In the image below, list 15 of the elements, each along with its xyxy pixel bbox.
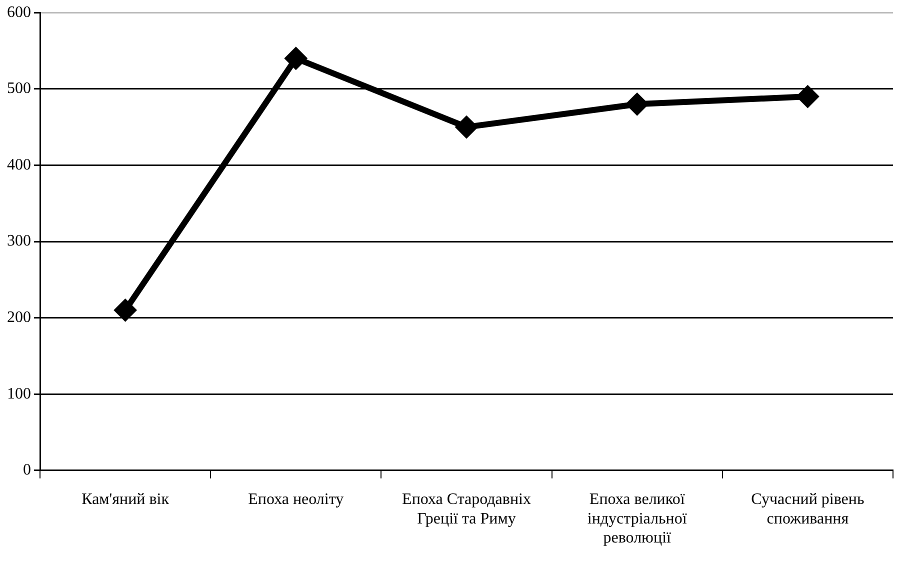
x-tick-label: Сучасний рівень споживання [751, 491, 864, 528]
y-tick-label: 400 [7, 156, 31, 174]
point [284, 46, 308, 70]
x-tick-label: Епоха неоліту [248, 491, 344, 508]
x-tick-label: Кам'яний вік [82, 491, 170, 508]
y-tick-label: 200 [7, 309, 31, 326]
x-tick-label: Епоха великої індустріальної революції [587, 491, 688, 547]
point [114, 298, 137, 322]
point [455, 116, 478, 139]
y-tick-label: 600 [7, 4, 31, 21]
x-tick-label: Епоха Стародавніх Греції та Риму [402, 491, 531, 528]
y-tick-label: 300 [7, 232, 31, 250]
y-tick-label: 100 [7, 385, 31, 402]
y-tick-label: 0 [23, 462, 31, 479]
y-tick-label: 500 [7, 80, 31, 98]
